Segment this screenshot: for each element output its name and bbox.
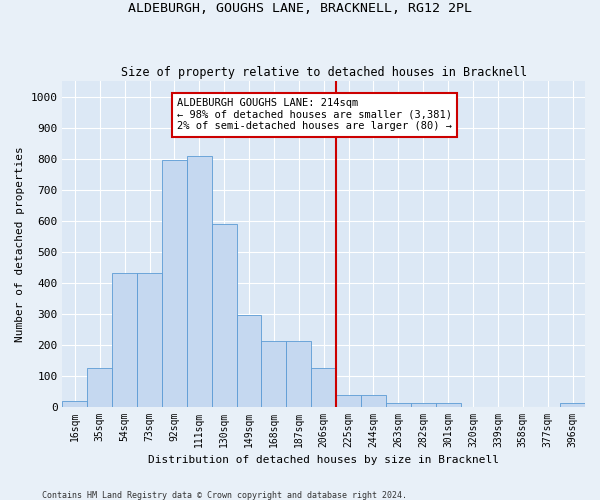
Bar bbox=[436, 404, 461, 406]
Text: ALDEBURGH GOUGHS LANE: 214sqm
← 98% of detached houses are smaller (3,381)
2% of: ALDEBURGH GOUGHS LANE: 214sqm ← 98% of d… bbox=[177, 98, 452, 132]
Bar bbox=[262, 340, 286, 406]
Bar bbox=[88, 368, 112, 406]
Text: ALDEBURGH, GOUGHS LANE, BRACKNELL, RG12 2PL: ALDEBURGH, GOUGHS LANE, BRACKNELL, RG12 … bbox=[128, 2, 472, 16]
Bar bbox=[187, 156, 212, 406]
Bar bbox=[137, 274, 162, 406]
Bar bbox=[560, 404, 585, 406]
Bar bbox=[286, 340, 311, 406]
Bar bbox=[236, 315, 262, 406]
Bar bbox=[162, 160, 187, 406]
Bar bbox=[311, 368, 336, 406]
Y-axis label: Number of detached properties: Number of detached properties bbox=[15, 146, 25, 342]
Bar bbox=[336, 395, 361, 406]
Bar bbox=[212, 224, 236, 406]
X-axis label: Distribution of detached houses by size in Bracknell: Distribution of detached houses by size … bbox=[148, 455, 499, 465]
Bar bbox=[411, 404, 436, 406]
Bar bbox=[386, 403, 411, 406]
Bar bbox=[361, 395, 386, 406]
Bar bbox=[112, 274, 137, 406]
Text: Contains HM Land Registry data © Crown copyright and database right 2024.: Contains HM Land Registry data © Crown c… bbox=[42, 490, 407, 500]
Title: Size of property relative to detached houses in Bracknell: Size of property relative to detached ho… bbox=[121, 66, 527, 78]
Bar bbox=[62, 401, 88, 406]
